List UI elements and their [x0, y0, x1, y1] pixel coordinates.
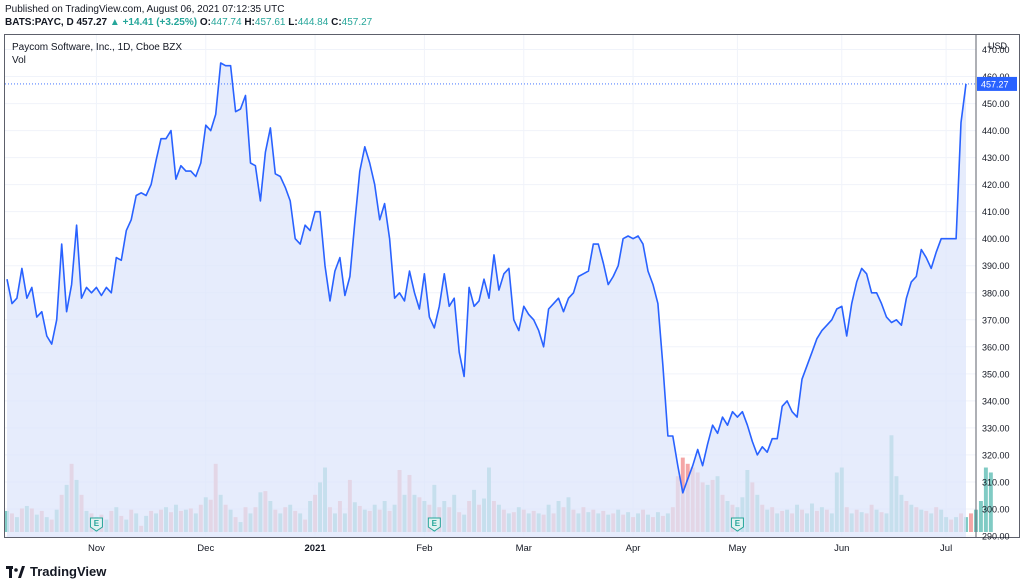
chart-frame	[4, 34, 1020, 538]
y-tick-label: 390.00	[982, 261, 1010, 271]
chart-title: Paycom Software, Inc., 1D, Cboe BZX	[12, 42, 183, 53]
x-tick-label: Nov	[88, 543, 105, 554]
last-price-tag	[977, 76, 1017, 91]
volume-label: Vol	[12, 55, 26, 66]
open-value: 447.74	[210, 17, 242, 28]
close-label: C:	[331, 17, 342, 28]
y-tick-label: 370.00	[982, 315, 1010, 325]
low-value: 444.84	[297, 17, 329, 28]
up-arrow-icon: ▲	[109, 17, 120, 28]
y-tick-label: 300.00	[982, 504, 1010, 514]
published-line: Published on TradingView.com, August 06,…	[5, 4, 285, 15]
volume-bar	[983, 467, 988, 532]
y-tick-label: 290.00	[982, 532, 1010, 542]
y-tick-label: 400.00	[982, 234, 1010, 244]
earnings-icon	[89, 517, 103, 532]
currency-label: USD	[988, 41, 1008, 51]
x-tick-label: Jun	[834, 543, 849, 554]
earnings-icon	[427, 517, 441, 532]
high-value: 457.61	[254, 17, 286, 28]
y-tick-label: 310.00	[982, 477, 1010, 487]
tradingview-brand: TradingView	[30, 564, 107, 579]
y-tick-label: 350.00	[982, 369, 1010, 379]
earnings-icon	[730, 517, 744, 532]
close-value: 457.27	[341, 17, 373, 28]
x-tick-label: 2021	[305, 543, 327, 554]
last-price: 457.27	[76, 17, 108, 28]
price-line	[6, 62, 967, 494]
y-tick-label: 450.00	[982, 99, 1010, 109]
price-area	[7, 63, 966, 537]
high-label: H:	[244, 17, 255, 28]
y-tick-label: 440.00	[982, 126, 1010, 136]
x-tick-label: Mar	[516, 543, 532, 554]
last-price-tag-text: 457.27	[981, 79, 1009, 89]
y-tick-label: 330.00	[982, 423, 1010, 433]
y-tick-label: 470.00	[982, 45, 1010, 55]
symbol-line: BATS:PAYC, D 457.27 ▲ +14.41 (+3.25%) O:…	[5, 17, 372, 28]
volume-bar	[968, 513, 973, 532]
x-tick-label: Jul	[940, 543, 952, 554]
y-tick-label: 320.00	[982, 450, 1010, 460]
earnings-label: E	[432, 519, 438, 528]
symbol: BATS:PAYC, D	[5, 17, 74, 28]
price-change: +14.41 (+3.25%)	[122, 17, 198, 28]
volume-bar	[988, 472, 993, 532]
x-tick-label: Feb	[416, 543, 432, 554]
tradingview-logo-icon	[6, 565, 25, 578]
x-tick-label: May	[728, 543, 746, 554]
y-tick-label: 420.00	[982, 180, 1010, 190]
earnings-label: E	[94, 519, 100, 528]
y-tick-label: 360.00	[982, 342, 1010, 352]
volume-bar	[978, 501, 983, 532]
tradingview-logo[interactable]: TradingView	[6, 564, 106, 579]
y-tick-label: 380.00	[982, 288, 1010, 298]
y-tick-label: 410.00	[982, 207, 1010, 217]
earnings-label: E	[735, 519, 741, 528]
y-tick-label: 340.00	[982, 396, 1010, 406]
low-label: L:	[288, 17, 298, 28]
x-tick-label: Apr	[626, 543, 641, 554]
open-label: O:	[199, 17, 211, 28]
y-tick-label: 430.00	[982, 153, 1010, 163]
x-tick-label: Dec	[197, 543, 214, 554]
